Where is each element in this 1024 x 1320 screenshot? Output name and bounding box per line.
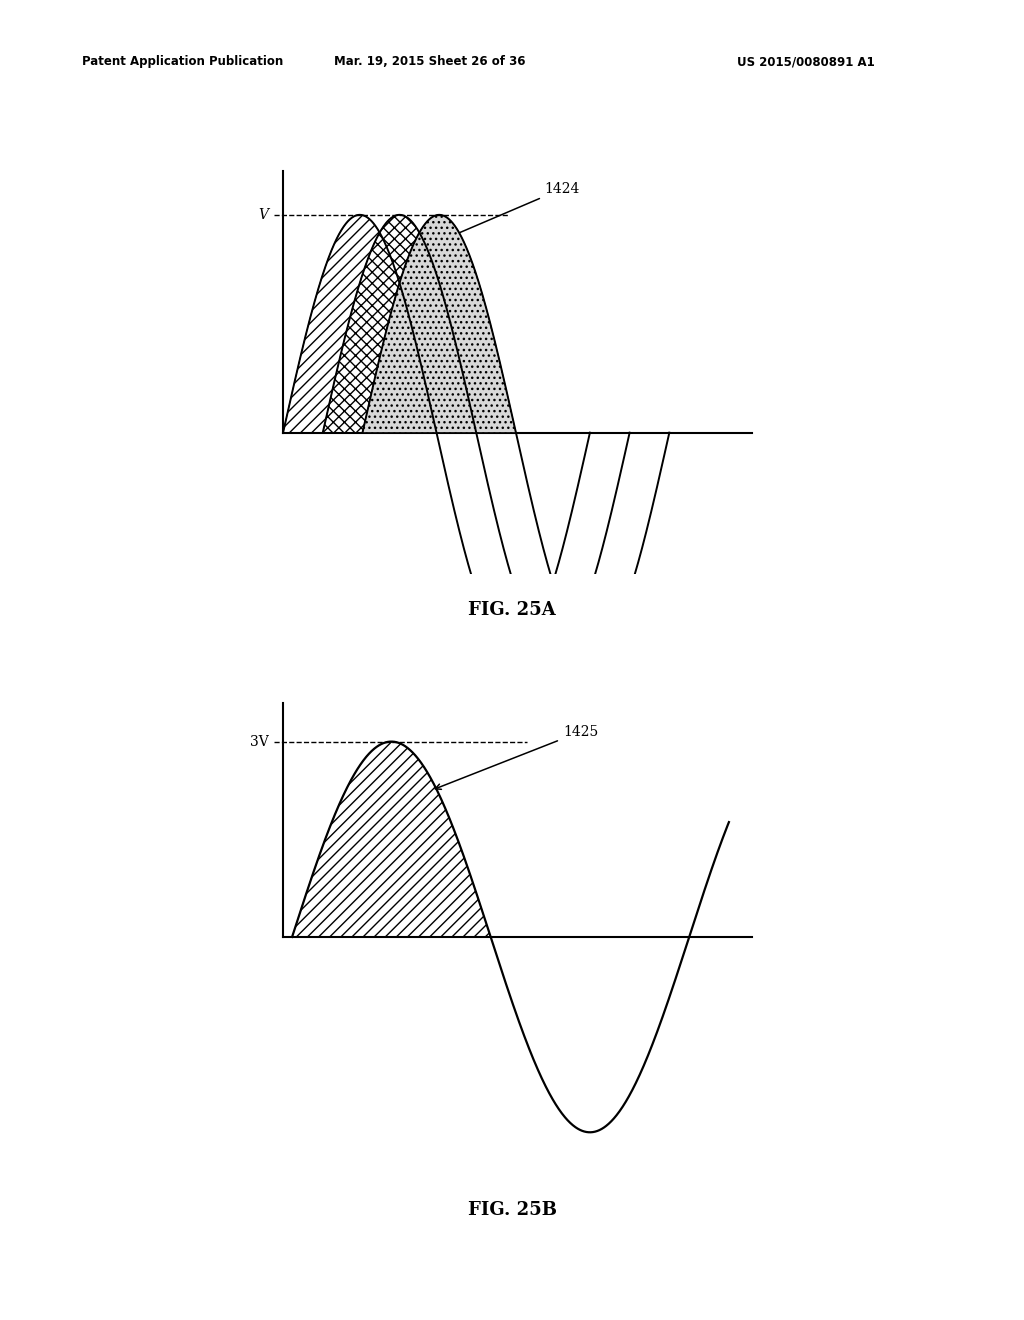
Text: Patent Application Publication: Patent Application Publication xyxy=(82,55,284,69)
Text: FIG. 25B: FIG. 25B xyxy=(468,1201,556,1220)
Text: Mar. 19, 2015 Sheet 26 of 36: Mar. 19, 2015 Sheet 26 of 36 xyxy=(334,55,526,69)
Text: 1425: 1425 xyxy=(435,725,598,789)
Text: 1424: 1424 xyxy=(444,182,581,239)
Text: 3V: 3V xyxy=(250,734,268,748)
Text: V: V xyxy=(259,207,268,222)
Text: FIG. 25A: FIG. 25A xyxy=(468,601,556,619)
Text: US 2015/0080891 A1: US 2015/0080891 A1 xyxy=(737,55,876,69)
